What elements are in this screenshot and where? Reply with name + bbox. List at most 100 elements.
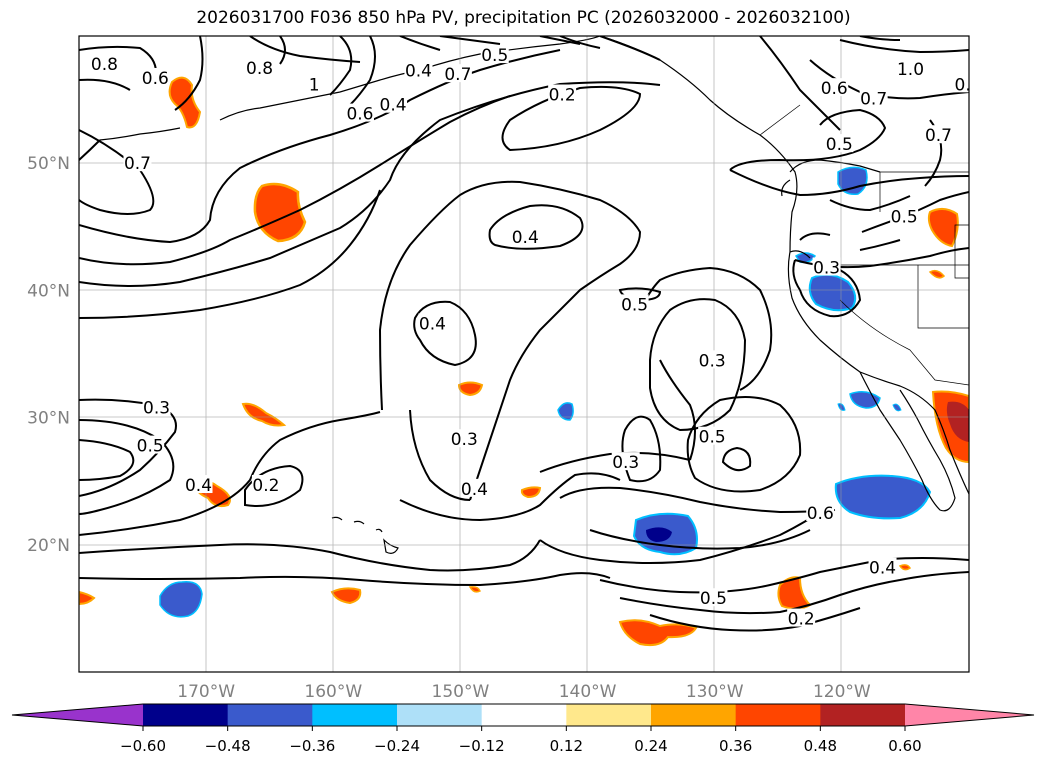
contour-label: 0. (955, 75, 971, 95)
contour-label-bg (948, 74, 969, 93)
colorbar-tick-label: 0.24 (634, 737, 667, 755)
contour-label: 0.8 (246, 59, 273, 79)
contour-label: 0.4 (461, 480, 488, 500)
colorbar-tick-label: 0.48 (804, 737, 837, 755)
contour-label: 0.5 (891, 208, 918, 228)
precip-positive-patch (253, 182, 307, 243)
contour-label: 0.5 (137, 437, 164, 457)
precip-strongneg-patch (646, 527, 672, 542)
lon-tick-label: 170°W (177, 682, 235, 702)
contour-label-bg (698, 350, 727, 369)
lon-tick-label: 140°W (559, 682, 617, 702)
contour-label: 0.5 (700, 589, 727, 609)
lat-tick-label: 30°N (27, 409, 70, 429)
contour-label-bg (896, 59, 925, 78)
precip-positive-patch (79, 590, 96, 606)
precip-positive-patch (468, 586, 481, 593)
colorbar-extend-min (12, 704, 143, 726)
contour-label-bg (450, 429, 479, 448)
contour-label-bg (443, 64, 472, 83)
contour-label-bg (123, 153, 152, 172)
lat-tick-label: 40°N (27, 281, 70, 301)
lon-tick-label: 130°W (686, 682, 744, 702)
precip-positive-patch (457, 381, 484, 397)
contour-label: 0.7 (925, 126, 952, 146)
contour-label: 0.3 (143, 398, 170, 418)
contour-label-bg (924, 125, 953, 144)
map-title: 2026031700 F036 850 hPa PV, precipitatio… (196, 8, 851, 28)
contour-label: 0.6 (821, 79, 848, 99)
contour-label-bg (300, 74, 329, 93)
colorbar: −0.60 −0.48 −0.36 −0.24 −0.12 0.12 0.24 0.36 0.4… (11, 703, 1035, 755)
contour-label-bg (379, 94, 408, 113)
contour-label: 0.7 (124, 154, 151, 174)
contour-label: 0.4 (405, 61, 432, 81)
colorbar-tick-label: −0.48 (205, 737, 251, 755)
contour-label: 0.3 (451, 430, 478, 450)
contour-label: 0.7 (860, 89, 887, 109)
contour-label-bg (699, 588, 728, 607)
contour-label-bg (890, 206, 919, 225)
borders (759, 104, 969, 386)
contour-label: 0.5 (481, 46, 508, 66)
contour-label-bg (404, 60, 433, 79)
contour-label-bg (142, 397, 171, 416)
contour-label-bg (820, 78, 849, 97)
lon-tick-label: 120°W (813, 682, 871, 702)
contour-label: 0.6 (346, 105, 373, 125)
contour-label: 0.6 (807, 504, 834, 524)
contour-label: 0.4 (512, 228, 539, 248)
contour-label: 1 (309, 75, 320, 95)
colorbar-extend-max (905, 704, 1034, 726)
precip-positive-patch (241, 402, 287, 427)
precip-strong-patch (946, 401, 969, 442)
precip-positive-patch (330, 587, 362, 605)
colorbar-segment (651, 704, 737, 726)
colorbar-segment (312, 704, 398, 726)
colorbar-segment (566, 704, 652, 726)
contour-label: 0.3 (813, 259, 840, 279)
precip-positive-patch (520, 486, 542, 499)
precip-positive-patch (928, 269, 946, 279)
colorbar-segment (735, 704, 821, 726)
colorbar-tick-label: −0.12 (459, 737, 505, 755)
lat-tick-label: 50°N (27, 154, 70, 174)
contour-label-bg (620, 294, 649, 313)
contour-label-bg (251, 475, 280, 494)
pv-contours (79, 36, 969, 632)
colorbar-segment (397, 704, 483, 726)
contour-label-bg (611, 452, 640, 471)
contour-label-bg (548, 84, 577, 103)
colorbar-segment (481, 704, 567, 726)
contour-label-bg (345, 103, 374, 122)
precip-negative-patch (159, 581, 203, 618)
lat-tick-label: 20°N (27, 536, 70, 556)
precip-negative-patch (892, 403, 902, 412)
contour-label: 0.3 (699, 351, 726, 371)
contour-label-bg (245, 57, 274, 76)
contour-label: 0.5 (621, 295, 648, 315)
contour-label: 0.2 (788, 610, 815, 630)
contour-label-bg (806, 503, 835, 521)
contour-labels: 0.8 0.6 0.8 0.7 1 0.6 0.4 0.4 0.5 0.7 0.2 0.6 0.7 1.0… (90, 45, 971, 630)
contour-label-bg (460, 478, 489, 497)
contour-label: 0.4 (380, 96, 407, 116)
contour-label: 0.3 (612, 453, 639, 473)
contour-label-bg (141, 67, 170, 86)
contour-label: 0.4 (419, 314, 446, 334)
longitude-labels: 170°W 160°W 150°W 140°W 130°W 120°W (177, 682, 871, 702)
precip-positive-patch (898, 564, 912, 571)
contour-label-bg (698, 426, 727, 445)
map-frame (78, 35, 970, 673)
contour-label-bg (812, 257, 841, 276)
contour-label: 0.5 (699, 428, 726, 448)
precip-positive-patch (927, 208, 959, 248)
colorbar-tick-label: 0.36 (719, 737, 752, 755)
contour-label: 0.5 (826, 135, 853, 155)
contour-label: 0.4 (185, 476, 212, 496)
contour-label-bg (418, 313, 447, 332)
colorbar-segment (227, 704, 313, 726)
contour-label: 0.7 (444, 65, 471, 85)
contour-label-bg (868, 557, 897, 576)
